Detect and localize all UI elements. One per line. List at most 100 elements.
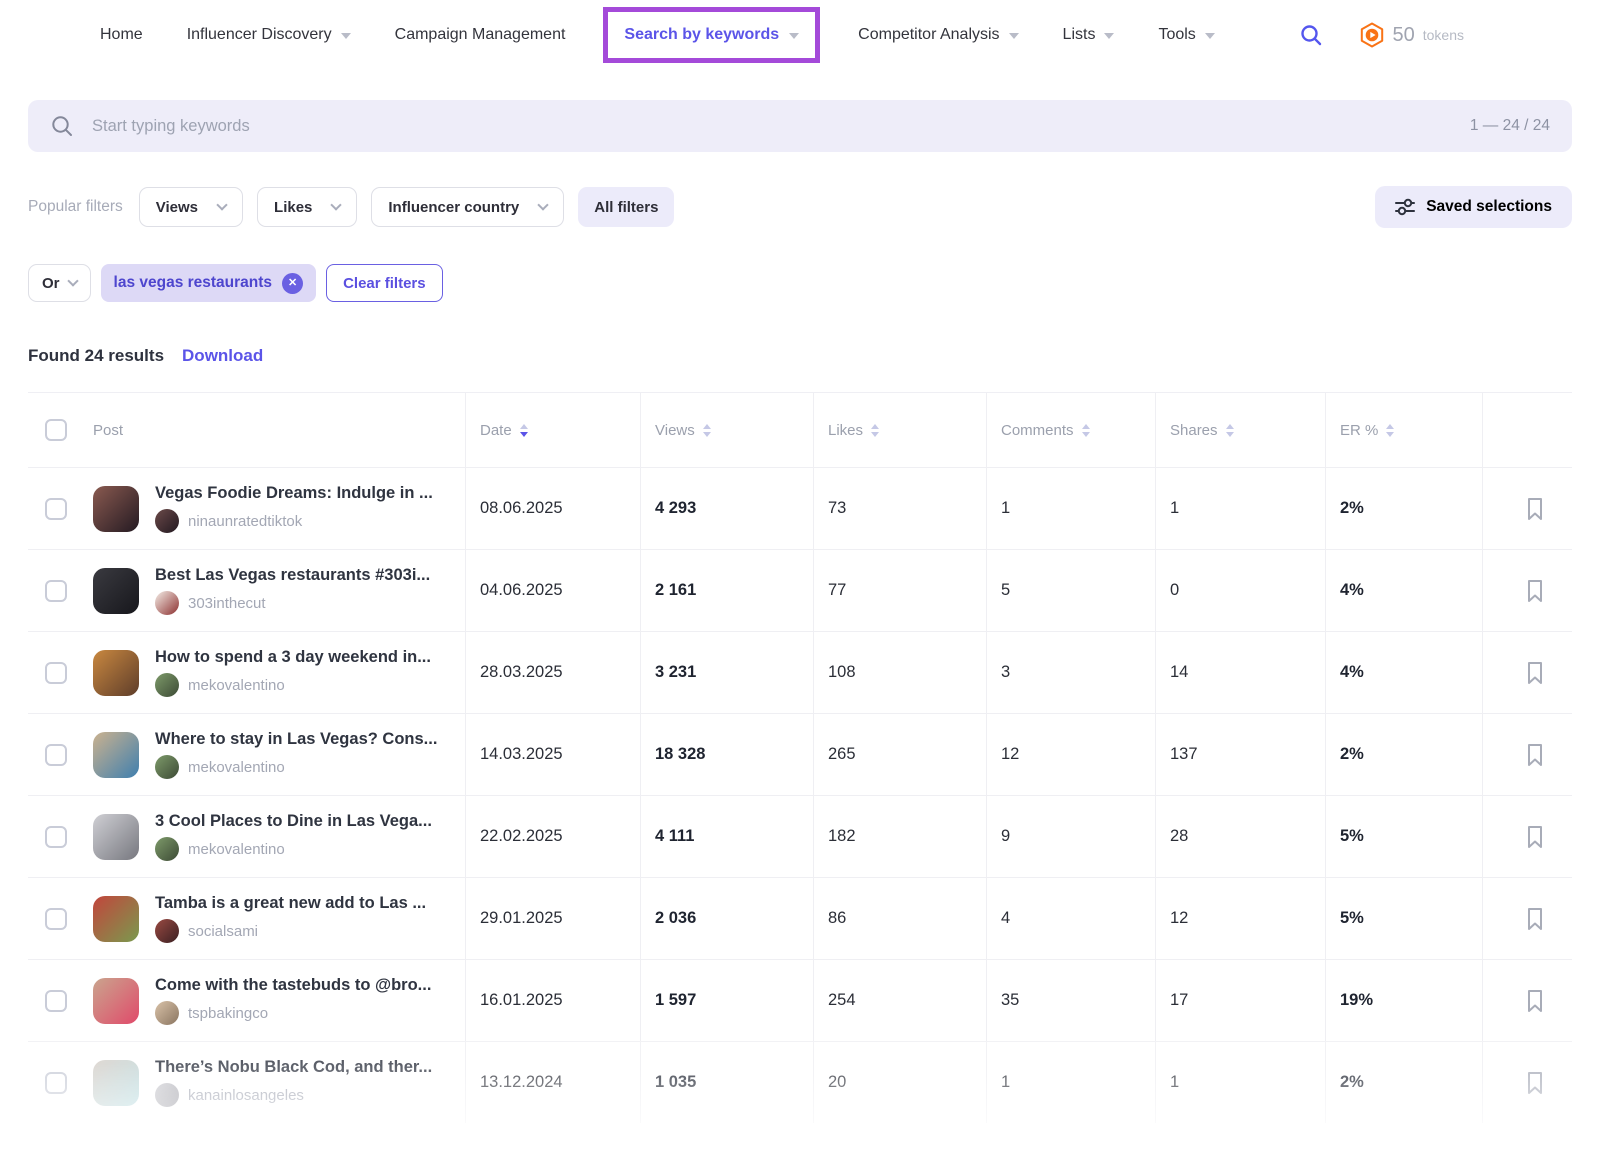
row-checkbox[interactable] xyxy=(45,744,67,766)
post-thumbnail[interactable] xyxy=(93,732,139,778)
username[interactable]: mekovalentino xyxy=(188,841,285,858)
all-filters-button[interactable]: All filters xyxy=(578,187,674,227)
cell-comments: 1 xyxy=(986,1042,1155,1123)
table-row[interactable]: 3 Cool Places to Dine in Las Vega... mek… xyxy=(28,795,1572,877)
post-thumbnail[interactable] xyxy=(93,1060,139,1106)
keyword-chip[interactable]: las vegas restaurants ✕ xyxy=(101,264,317,302)
table-row[interactable]: Vegas Foodie Dreams: Indulge in ... nina… xyxy=(28,467,1572,549)
post-title[interactable]: Come with the tastebuds to @bro... xyxy=(155,976,431,995)
row-checkbox[interactable] xyxy=(45,498,67,520)
nav-item-search-by-keywords[interactable]: Search by keywords xyxy=(603,7,820,63)
cell-er: 2% xyxy=(1325,714,1482,795)
download-link[interactable]: Download xyxy=(182,346,263,366)
chevron-down-icon xyxy=(331,199,342,210)
table-row[interactable]: Tamba is a great new add to Las ... soci… xyxy=(28,877,1572,959)
table-body: Vegas Foodie Dreams: Indulge in ... nina… xyxy=(28,467,1572,1123)
row-checkbox[interactable] xyxy=(45,826,67,848)
nav-item-campaign-management[interactable]: Campaign Management xyxy=(395,26,566,44)
username[interactable]: mekovalentino xyxy=(188,759,285,776)
bookmark-icon[interactable] xyxy=(1526,497,1544,521)
main-content: 1 — 24 / 24 Popular filters Views Likes … xyxy=(0,100,1600,1123)
sort-views-icon[interactable] xyxy=(703,424,711,437)
filter-influencer-country-dropdown[interactable]: Influencer country xyxy=(371,187,564,227)
post-title[interactable]: Vegas Foodie Dreams: Indulge in ... xyxy=(155,484,433,503)
cell-views: 4 111 xyxy=(640,796,813,877)
search-icon[interactable] xyxy=(1299,23,1323,47)
row-checkbox[interactable] xyxy=(45,580,67,602)
nav-item-competitor-analysis[interactable]: Competitor Analysis xyxy=(858,26,1018,44)
results-summary-row: Found 24 results Download xyxy=(28,346,1572,366)
username[interactable]: socialsami xyxy=(188,923,258,940)
nav-label: Competitor Analysis xyxy=(858,26,999,44)
username[interactable]: 303inthecut xyxy=(188,595,266,612)
row-checkbox[interactable] xyxy=(45,1072,67,1094)
row-checkbox[interactable] xyxy=(45,908,67,930)
post-title[interactable]: 3 Cool Places to Dine in Las Vega... xyxy=(155,812,432,831)
row-checkbox[interactable] xyxy=(45,662,67,684)
sort-date-icon[interactable] xyxy=(520,424,528,437)
cell-er: 5% xyxy=(1325,878,1482,959)
bookmark-icon[interactable] xyxy=(1526,743,1544,767)
table-row[interactable]: Come with the tastebuds to @bro... tspba… xyxy=(28,959,1572,1041)
username[interactable]: kanainlosangeles xyxy=(188,1087,304,1104)
chevron-down-icon xyxy=(1009,33,1019,39)
username[interactable]: ninaunratedtiktok xyxy=(188,513,302,530)
post-thumbnail[interactable] xyxy=(93,568,139,614)
sort-er-icon[interactable] xyxy=(1386,424,1394,437)
bookmark-icon[interactable] xyxy=(1526,1071,1544,1095)
table-row[interactable]: There’s Nobu Black Cod, and ther... kana… xyxy=(28,1041,1572,1123)
tokens-count: 50 xyxy=(1393,24,1415,47)
username[interactable]: mekovalentino xyxy=(188,677,285,694)
bookmark-icon[interactable] xyxy=(1526,907,1544,931)
post-thumbnail[interactable] xyxy=(93,896,139,942)
remove-keyword-icon[interactable]: ✕ xyxy=(282,273,303,294)
active-keywords-row: Or las vegas restaurants ✕ Clear filters xyxy=(28,264,1572,302)
cell-date: 29.01.2025 xyxy=(465,878,640,959)
chevron-down-icon xyxy=(1205,33,1215,39)
nav-label: Tools xyxy=(1158,26,1195,44)
filter-likes-dropdown[interactable]: Likes xyxy=(257,187,357,227)
post-thumbnail[interactable] xyxy=(93,650,139,696)
table-row[interactable]: Where to stay in Las Vegas? Cons... meko… xyxy=(28,713,1572,795)
operator-dropdown[interactable]: Or xyxy=(28,264,91,302)
sort-shares-icon[interactable] xyxy=(1226,424,1234,437)
nav-item-tools[interactable]: Tools xyxy=(1158,26,1214,44)
post-title[interactable]: There’s Nobu Black Cod, and ther... xyxy=(155,1058,432,1077)
cell-views: 3 231 xyxy=(640,632,813,713)
nav-item-lists[interactable]: Lists xyxy=(1063,26,1115,44)
post-info: How to spend a 3 day weekend in... mekov… xyxy=(155,648,431,697)
bookmark-icon[interactable] xyxy=(1526,989,1544,1013)
nav-item-home[interactable]: Home xyxy=(100,26,143,44)
username[interactable]: tspbakingco xyxy=(188,1005,268,1022)
operator-label: Or xyxy=(42,275,60,292)
results-count: Found 24 results xyxy=(28,346,164,366)
keyword-search-input[interactable] xyxy=(92,117,1452,136)
table-row[interactable]: Best Las Vegas restaurants #303i... 303i… xyxy=(28,549,1572,631)
post-thumbnail[interactable] xyxy=(93,486,139,532)
nav-item-influencer-discovery[interactable]: Influencer Discovery xyxy=(187,26,351,44)
bookmark-icon[interactable] xyxy=(1526,579,1544,603)
column-views: Views xyxy=(655,422,695,439)
post-title[interactable]: Where to stay in Las Vegas? Cons... xyxy=(155,730,437,749)
cell-comments: 1 xyxy=(986,468,1155,549)
post-thumbnail[interactable] xyxy=(93,978,139,1024)
row-checkbox[interactable] xyxy=(45,990,67,1012)
cell-likes: 182 xyxy=(813,796,986,877)
tokens-balance[interactable]: 50 tokens xyxy=(1359,22,1465,48)
clear-filters-button[interactable]: Clear filters xyxy=(326,264,443,302)
bookmark-icon[interactable] xyxy=(1526,661,1544,685)
post-title[interactable]: How to spend a 3 day weekend in... xyxy=(155,648,431,667)
filter-views-dropdown[interactable]: Views xyxy=(139,187,243,227)
bookmark-icon[interactable] xyxy=(1526,825,1544,849)
post-title[interactable]: Best Las Vegas restaurants #303i... xyxy=(155,566,430,585)
post-title[interactable]: Tamba is a great new add to Las ... xyxy=(155,894,426,913)
post-thumbnail[interactable] xyxy=(93,814,139,860)
table-row[interactable]: How to spend a 3 day weekend in... mekov… xyxy=(28,631,1572,713)
cell-er: 2% xyxy=(1325,1042,1482,1123)
sort-comments-icon[interactable] xyxy=(1082,424,1090,437)
sort-likes-icon[interactable] xyxy=(871,424,879,437)
cell-views: 2 036 xyxy=(640,878,813,959)
select-all-checkbox[interactable] xyxy=(45,419,67,441)
saved-selections-button[interactable]: Saved selections xyxy=(1375,186,1572,228)
chevron-down-icon xyxy=(538,199,549,210)
